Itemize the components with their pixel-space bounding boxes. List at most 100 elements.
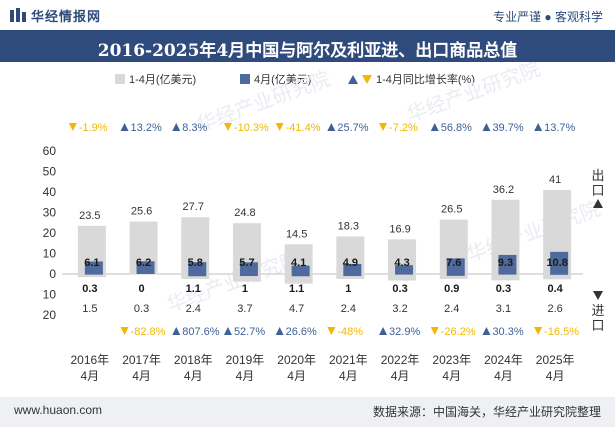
growth-down-triangle-icon	[327, 327, 336, 335]
import-growth-label: -16.5%	[544, 326, 579, 338]
footer-source: 数据来源：中国海关，华经产业研究院整理	[372, 405, 601, 419]
import-growth-label: 32.9%	[389, 326, 420, 338]
export-month-bar	[136, 261, 155, 274]
import-ytd-label: 3.1	[496, 303, 511, 315]
export-ytd-label: 14.5	[286, 228, 307, 240]
slogan: 专业严谨 ● 客观科学	[493, 10, 603, 24]
import-ytd-bar	[77, 274, 106, 278]
export-month-bar	[343, 263, 362, 274]
legend-swatch-ytd	[115, 74, 125, 84]
export-growth-label: 39.7%	[492, 122, 523, 134]
x-tick-label: 2022年	[381, 353, 420, 367]
y-tick-label: 30	[43, 206, 57, 220]
x-tick-label: 4月	[184, 369, 203, 383]
import-ytd-bar	[439, 274, 468, 279]
import-month-bar	[498, 274, 517, 275]
chart-title: 2016-2025年4月中国与阿尔及利亚进、出口商品总值	[97, 41, 518, 61]
import-growth-label: 52.7%	[234, 326, 265, 338]
import-growth-label: -48%	[337, 326, 363, 338]
import-ytd-bar	[336, 274, 365, 279]
export-ytd-label: 36.2	[493, 184, 514, 196]
import-month-bar	[550, 274, 569, 275]
import-ytd-label: 3.7	[237, 303, 252, 315]
export-month-label: 9.3	[498, 257, 513, 269]
export-growth-label: 13.7%	[544, 122, 575, 134]
growth-up-triangle-icon	[482, 123, 491, 131]
import-month-label: 0.3	[82, 283, 97, 295]
y-tick-label: 40	[43, 185, 57, 199]
import-ytd-bar	[232, 274, 261, 282]
import-ytd-label: 1.5	[82, 303, 97, 315]
chart: 1-4月(亿美元) 4月(亿美元) 1-4月同比增长率(%) 华经产业研究院 华经…	[43, 62, 605, 383]
side-label-export-char: 口	[591, 183, 604, 198]
export-month-label: 10.8	[546, 257, 567, 269]
y-tick-label: 20	[43, 226, 57, 240]
side-label-import-char: 进	[591, 303, 604, 318]
growth-up-triangle-icon	[379, 327, 388, 335]
legend-label-ytd: 1-4月(亿美元)	[129, 73, 196, 86]
legend-up-triangle-icon	[348, 75, 358, 84]
export-ytd-label: 25.6	[131, 206, 152, 218]
legend-down-triangle-icon	[362, 75, 372, 84]
export-month-label: 5.7	[239, 257, 254, 269]
legend: 1-4月(亿美元) 4月(亿美元) 1-4月同比增长率(%)	[115, 72, 475, 86]
logo: 华经情报网	[10, 7, 101, 24]
y-tick-label: 20	[43, 308, 57, 322]
export-ytd-label: 23.5	[79, 210, 100, 222]
x-tick-label: 2017年	[122, 353, 161, 367]
top-bar: 华经情报网 专业严谨 ● 客观科学	[0, 0, 615, 30]
import-month-bar	[446, 274, 465, 276]
export-month-bar	[291, 265, 310, 274]
import-month-bar	[291, 274, 310, 277]
footer	[0, 397, 615, 427]
footer-website: www.huaon.com	[14, 403, 103, 417]
import-month-label: 1	[242, 283, 248, 295]
export-ytd-label: 24.8	[234, 207, 255, 219]
import-ytd-bar	[129, 274, 158, 275]
export-growth-label: 13.2%	[131, 122, 162, 134]
export-growth-label: -10.3%	[234, 122, 269, 134]
export-arrow-up-icon	[593, 199, 603, 208]
export-month-label: 6.2	[136, 257, 151, 269]
export-ytd-label: 16.9	[389, 223, 410, 235]
import-ytd-label: 2.4	[444, 303, 459, 315]
export-month-bar	[550, 251, 569, 274]
x-tick-label: 4月	[442, 369, 461, 383]
growth-up-triangle-icon	[172, 123, 181, 131]
import-month-bar	[395, 274, 414, 275]
x-tick-label: 4月	[236, 369, 255, 383]
export-ytd-label: 26.5	[441, 204, 462, 216]
x-tick-label: 4月	[81, 369, 100, 383]
bars	[77, 189, 572, 284]
growth-down-triangle-icon	[120, 327, 129, 335]
growth-up-triangle-icon	[172, 327, 181, 335]
import-growth-label: -26.2%	[441, 326, 476, 338]
legend-swatch-month	[240, 74, 250, 84]
watermark-text: 华经产业研究院	[464, 197, 603, 266]
logo-icon	[10, 8, 26, 22]
import-ytd-bar	[284, 274, 313, 284]
import-growth-label: -82.8%	[131, 326, 166, 338]
x-tick-label: 4月	[546, 369, 565, 383]
growth-up-triangle-icon	[534, 123, 543, 131]
export-month-bar	[84, 261, 103, 274]
export-month-label: 7.6	[446, 257, 461, 269]
x-tick-label: 2021年	[329, 353, 368, 367]
x-tick-label: 4月	[132, 369, 151, 383]
import-growth-label: 26.6%	[286, 326, 317, 338]
import-ytd-label: 2.4	[341, 303, 356, 315]
export-month-label: 6.1	[84, 257, 99, 269]
import-month-label: 1.1	[289, 283, 304, 295]
import-ytd-bar	[181, 274, 210, 279]
growth-down-triangle-icon	[275, 123, 284, 131]
import-ytd-label: 2.6	[548, 303, 563, 315]
export-growth-label: -7.2%	[389, 122, 418, 134]
export-ytd-label: 41	[549, 174, 561, 186]
y-tick-label: 10	[43, 247, 57, 261]
legend-label-month: 4月(亿美元)	[254, 73, 311, 86]
export-growth-label: 25.7%	[337, 122, 368, 134]
x-tick-label: 4月	[339, 369, 358, 383]
export-growth-label: -41.4%	[286, 122, 321, 134]
